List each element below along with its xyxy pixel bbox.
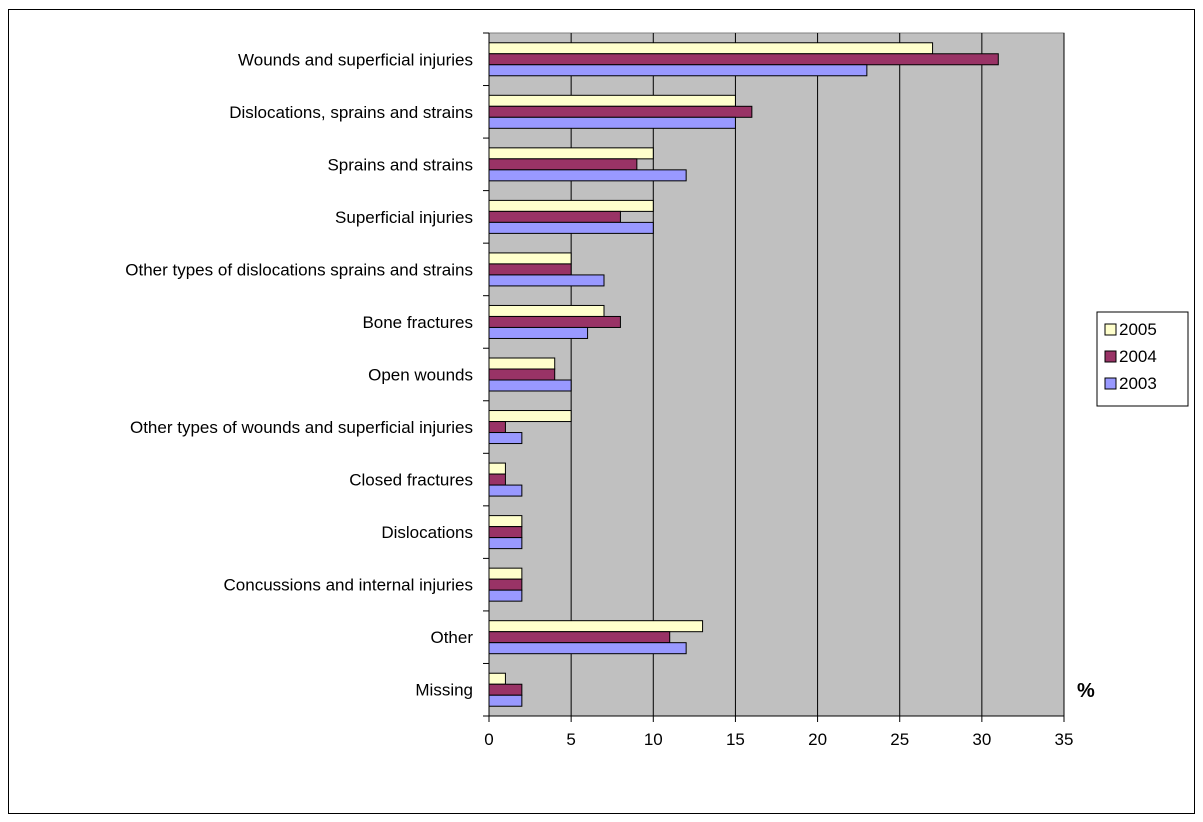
- bar-2003: [488, 484, 523, 497]
- legend-swatch-2003: [1104, 377, 1117, 390]
- bar-2005: [488, 357, 556, 370]
- x-tick-label: 0: [484, 730, 493, 749]
- bar-2005: [488, 42, 934, 55]
- bar-2004: [488, 368, 556, 381]
- chart-container: Wounds and superficial injuries Dislocati…: [8, 9, 1195, 814]
- bar-2005: [488, 410, 572, 423]
- bar-chart: Wounds and superficial injuries Dislocati…: [125, 32, 1189, 749]
- plot-area: [488, 32, 1065, 717]
- category-label: Closed fractures: [349, 471, 473, 490]
- bar-2003: [488, 326, 589, 339]
- category-labels: Wounds and superficial injuries Dislocati…: [125, 50, 473, 699]
- bar-2005: [488, 147, 654, 160]
- bar-2004: [488, 578, 523, 591]
- bar-2004: [488, 53, 999, 66]
- bar-2005: [488, 462, 506, 475]
- x-tick-label: 30: [972, 730, 991, 749]
- legend: 2005 2004 2003: [1096, 311, 1189, 407]
- bar-2003: [488, 432, 523, 445]
- bar-2005: [488, 515, 523, 528]
- bar-2003: [488, 379, 572, 392]
- bar-2005: [488, 94, 736, 107]
- bar-2003: [488, 694, 523, 707]
- category-label: Other: [430, 628, 473, 647]
- bar-2003: [488, 642, 687, 655]
- bar-2004: [488, 526, 523, 539]
- bar-2004: [488, 473, 506, 486]
- category-label: Dislocations, sprains and strains: [229, 103, 473, 122]
- bar-2003: [488, 274, 605, 287]
- bar-2004: [488, 263, 572, 276]
- bar-2005: [488, 620, 704, 633]
- legend-swatch-2004: [1104, 350, 1117, 363]
- x-tick-label: 25: [890, 730, 909, 749]
- bar-2003: [488, 169, 687, 182]
- category-label: Superficial injuries: [335, 208, 473, 227]
- gridlines: [570, 33, 1065, 716]
- bar-2004: [488, 421, 506, 434]
- bar-2004: [488, 210, 621, 223]
- bar-2005: [488, 567, 523, 580]
- x-tick-label: 10: [644, 730, 663, 749]
- bar-2004: [488, 631, 671, 644]
- category-label: Wounds and superficial injuries: [238, 50, 473, 69]
- bar-2003: [488, 116, 736, 129]
- category-label: Sprains and strains: [327, 155, 473, 174]
- x-tick-label: 20: [808, 730, 827, 749]
- legend-label-2005: 2005: [1119, 320, 1157, 339]
- bar-2004: [488, 158, 638, 171]
- category-label: Concussions and internal injuries: [224, 576, 473, 595]
- axes: [483, 32, 1065, 722]
- bar-2005: [488, 672, 506, 685]
- x-tick-labels: 0 5 10 15 20 25 30 35: [484, 730, 1073, 749]
- x-tick-label: 5: [566, 730, 575, 749]
- bar-2005: [488, 252, 572, 265]
- category-label: Bone fractures: [362, 313, 473, 332]
- legend-swatch-2005: [1104, 323, 1117, 336]
- x-tick-label: 35: [1055, 730, 1074, 749]
- bar-2003: [488, 221, 654, 234]
- bar-2003: [488, 64, 868, 77]
- category-label: Other types of dislocations sprains and …: [125, 260, 473, 279]
- x-tick-label: 15: [726, 730, 745, 749]
- bar-2003: [488, 537, 523, 550]
- bar-2003: [488, 589, 523, 602]
- legend-label-2004: 2004: [1119, 347, 1157, 366]
- bar-2004: [488, 683, 523, 696]
- bar-2004: [488, 315, 621, 328]
- bar-2004: [488, 105, 753, 118]
- x-axis-unit-label: %: [1077, 680, 1095, 702]
- category-label: Missing: [415, 681, 473, 700]
- bar-2005: [488, 199, 654, 212]
- legend-label-2003: 2003: [1119, 374, 1157, 393]
- category-label: Dislocations: [381, 523, 473, 542]
- category-label: Open wounds: [368, 366, 473, 385]
- bar-2005: [488, 304, 605, 317]
- category-label: Other types of wounds and superficial in…: [130, 418, 473, 437]
